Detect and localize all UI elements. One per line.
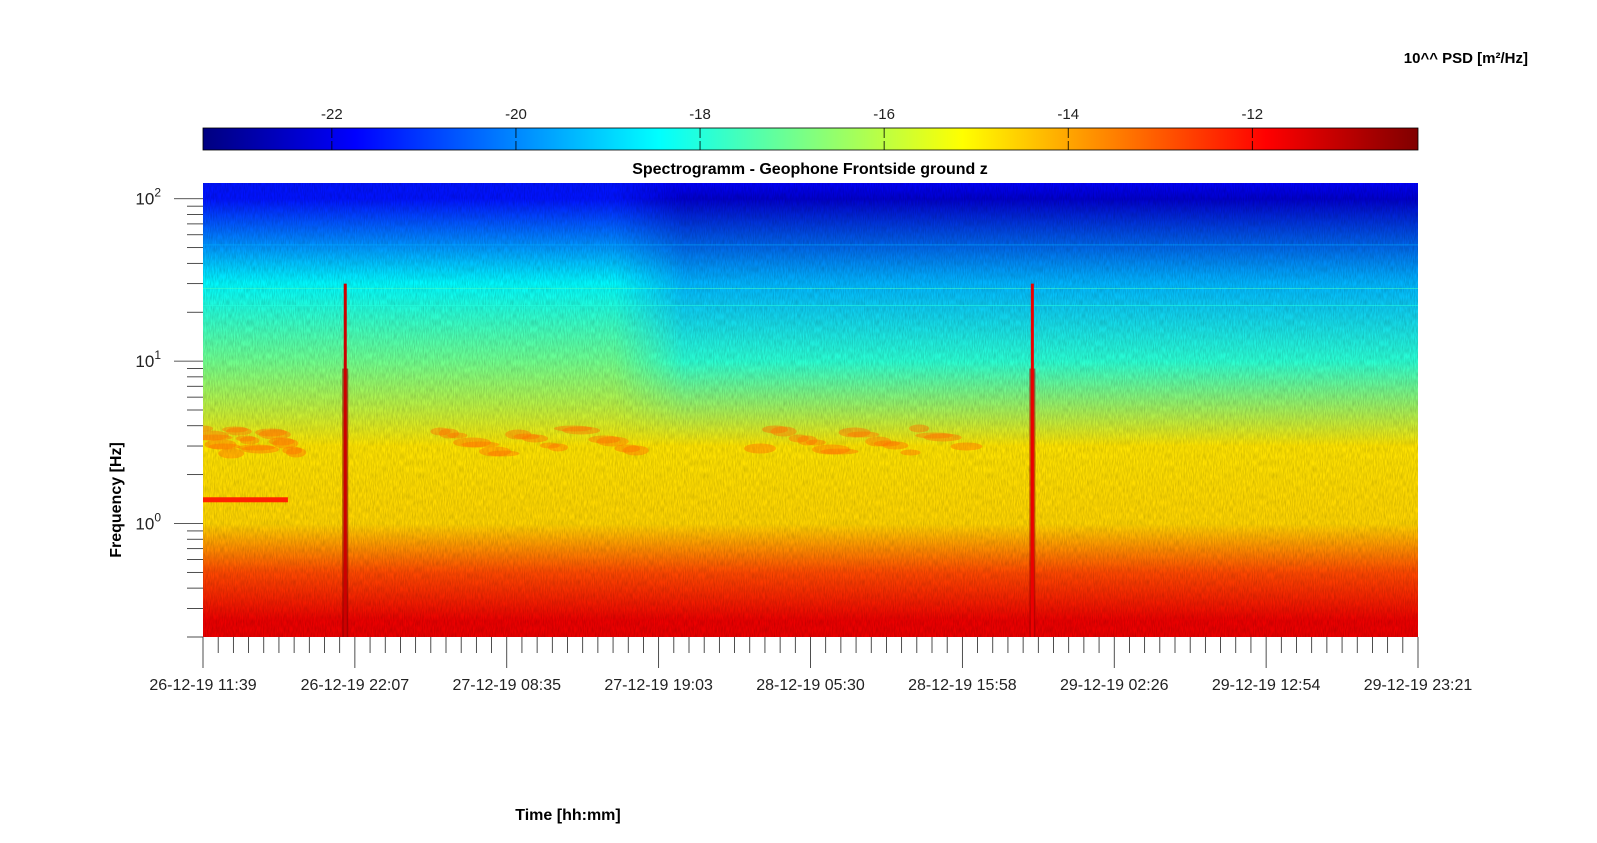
spectrogram-texture [203,183,1418,637]
psd-hotspot [241,445,280,454]
psd-hotspot [203,434,233,441]
psd-hotspot [203,430,229,441]
psd-hotspot [430,427,451,436]
psd-hotspot [505,429,532,440]
y-axis-label: Frequency [Hz] [108,442,125,558]
colorbar-tick-label: -14 [1057,106,1079,123]
psd-hotspot [838,427,871,438]
psd-hotspot [614,444,641,453]
psd-hotspot [286,447,307,458]
psd-hotspot [272,438,299,449]
x-tick-label: 28-12-19 15:58 [908,677,1017,694]
y-axis: 100 101 102 [135,186,203,638]
band-feature [203,497,288,503]
psd-hotspot [208,443,241,450]
psd-hotspot [218,448,245,459]
chart-title: Spectrogramm - Geophone Frontside ground… [632,161,988,178]
colorbar-bar [202,127,1419,151]
psd-hotspot [254,428,287,437]
psd-hotspot [797,435,818,446]
psd-hotspot [588,435,621,444]
y-tick-label: 102 [135,186,161,209]
spectrogram-features [203,244,1418,637]
colorbar-ticks: -22 -20 -18 -16 -14 -12 [321,106,1263,150]
colorbar-label: 10^^ PSD [m²/Hz] [1404,50,1528,67]
colorbar-tick-label: -16 [873,106,895,123]
psd-hotspot [596,436,629,447]
psd-hotspot [268,437,295,446]
psd-hotspot [553,425,592,432]
psd-hotspot [548,443,569,452]
psd-hotspot [788,434,809,443]
psd-hotspot [237,444,276,451]
psd-hotspot [282,446,303,455]
x-tick-label: 29-12-19 12:54 [1212,677,1321,694]
psd-hotspot [461,441,500,448]
psd-hotspot [820,448,859,455]
psd-hotspot [950,442,983,451]
colorbar-tick-label: -18 [689,106,711,123]
psd-hotspot [479,446,512,457]
x-axis: 26-12-19 11:39 26-12-19 22:07 27-12-19 08:… [149,637,1472,694]
psd-hotspot [882,441,909,450]
y-tick-label: 101 [135,348,161,371]
psd-hotspot [805,439,826,446]
psd-hotspot [204,439,237,450]
psd-hotspot [562,426,601,435]
psd-hotspot [811,444,850,455]
psd-hotspot [235,435,256,442]
x-axis-label: Time [hh:mm] [515,807,620,824]
colorbar-tick-label: -22 [321,106,343,123]
colorbar: -22 -20 -18 -16 -14 -12 [202,106,1419,151]
psd-hotspot [225,427,252,436]
psd-hotspot [239,436,260,445]
x-tick-label: 28-12-19 05:30 [756,677,865,694]
x-tick-label: 29-12-19 23:21 [1364,677,1473,694]
psd-hotspot [909,424,930,433]
psd-hotspot [222,426,249,433]
spectrogram-plot-area [203,183,1418,637]
psd-hotspot [915,432,954,439]
psd-hotspot [900,449,921,456]
colorbar-tick-label: -20 [505,106,527,123]
psd-hotspot [539,442,560,449]
y-tick-label: 100 [135,511,161,534]
psd-hotspot [923,433,962,442]
psd-hotspot [865,436,892,447]
x-tick-label: 29-12-19 02:26 [1060,677,1169,694]
event-spike [343,283,347,637]
psd-hotspot [622,445,649,456]
x-tick-label: 26-12-19 22:07 [301,677,410,694]
psd-hotspot [513,433,540,440]
psd-hotspot [438,428,459,439]
x-tick-label: 27-12-19 08:35 [452,677,561,694]
psd-hotspot [453,437,491,448]
psd-hotspot [770,426,797,437]
psd-hotspot [447,432,468,439]
psd-hotspot [744,443,776,454]
x-tick-label: 26-12-19 11:39 [149,677,256,694]
psd-hotspot [522,434,548,443]
psd-hotspot [258,429,291,440]
event-spike [1030,283,1034,637]
psd-hotspot [762,425,789,434]
psd-hotspot [487,450,520,457]
psd-hotspot [847,431,880,438]
psd-hotspot [203,425,213,432]
colorbar-tick-label: -12 [1241,106,1263,123]
x-tick-label: 27-12-19 19:03 [604,677,713,694]
psd-hotspot [873,440,900,447]
